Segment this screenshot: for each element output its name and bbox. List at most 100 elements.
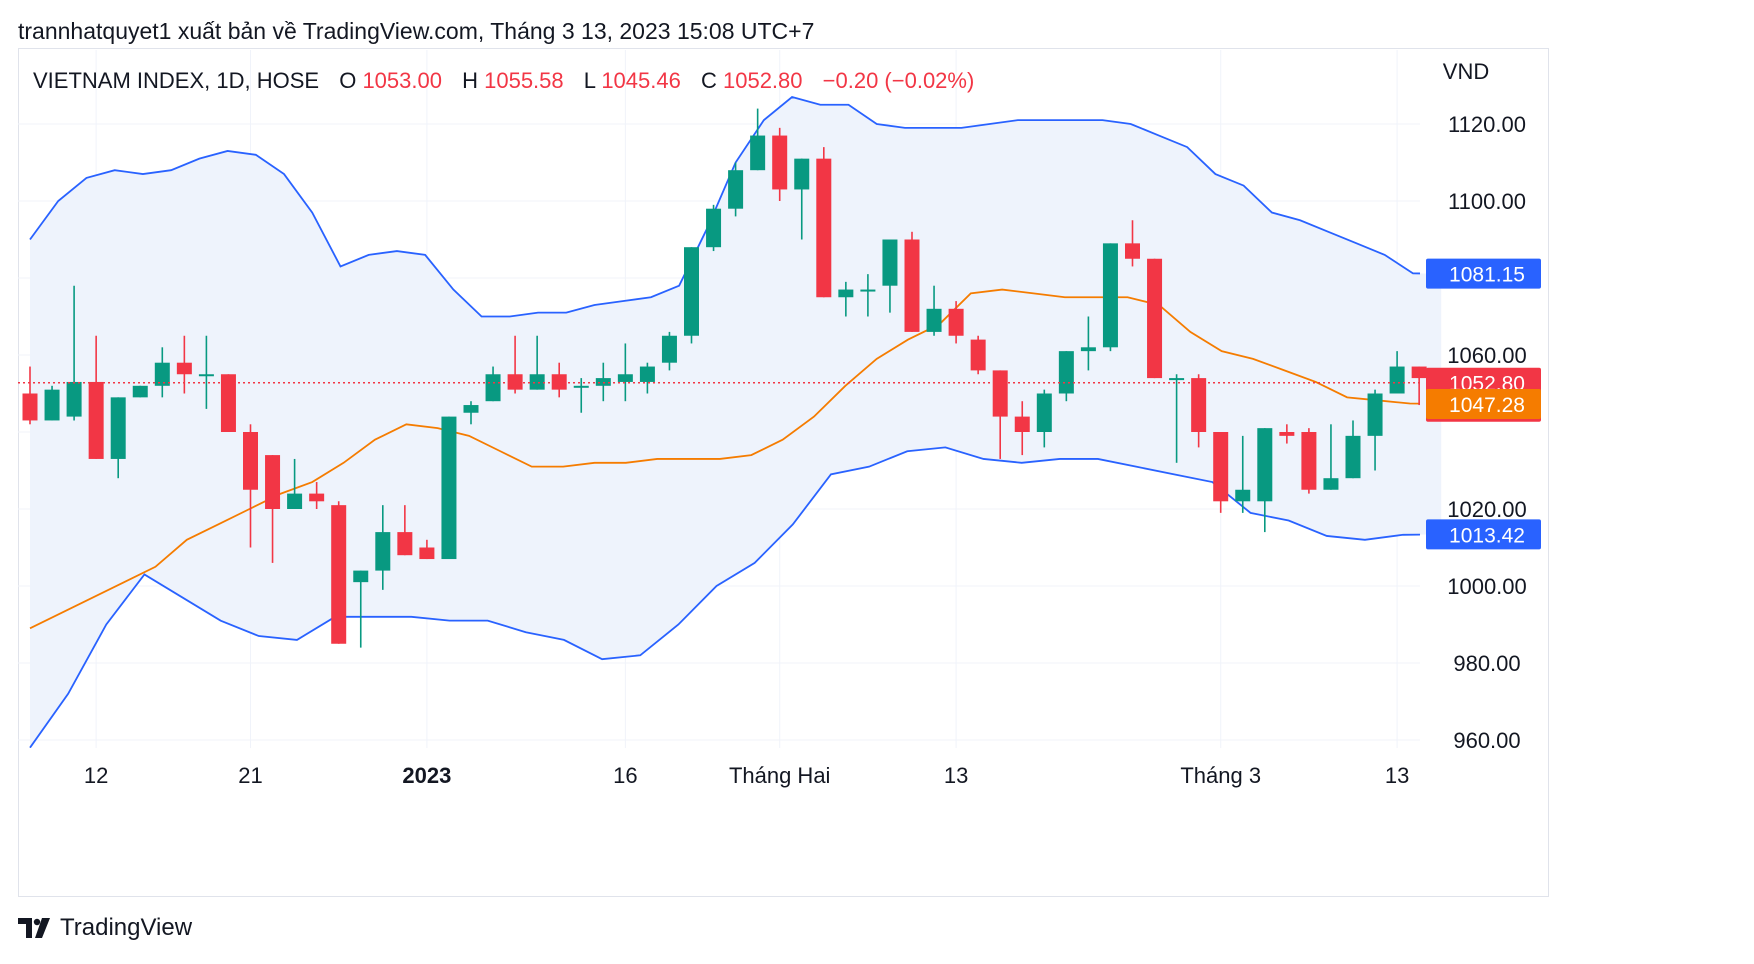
candle-body — [154, 362, 170, 386]
legend-symbol: VIETNAM INDEX, 1D, HOSE — [33, 68, 319, 93]
candle — [573, 378, 589, 413]
candle-body — [507, 374, 523, 390]
candle-body — [1367, 393, 1383, 436]
y-tick-label: 1020.00 — [1447, 497, 1527, 522]
candle — [1058, 351, 1074, 402]
candle-body — [1080, 347, 1096, 352]
x-tick-label: 13 — [944, 763, 968, 788]
candle-body — [684, 247, 699, 336]
candle — [198, 335, 214, 409]
candle — [1102, 243, 1118, 352]
candle — [772, 127, 788, 201]
candle-body — [661, 335, 677, 363]
candle-body — [838, 289, 854, 298]
price-tag: 1013.42 — [1426, 519, 1541, 550]
candle — [1345, 420, 1361, 479]
x-tick-label: 21 — [238, 763, 262, 788]
candle-body — [1191, 378, 1207, 432]
candle — [44, 385, 60, 421]
candle — [661, 331, 677, 371]
legend-close-label: C — [701, 68, 717, 93]
candle-body — [948, 308, 964, 336]
candle-body — [529, 374, 545, 390]
price-tag: 1081.15 — [1426, 258, 1541, 289]
x-tick-label: Tháng Hai — [729, 763, 831, 788]
x-tick-label: 13 — [1385, 763, 1409, 788]
candle — [441, 416, 457, 560]
candle — [132, 385, 148, 398]
candle-body — [419, 547, 435, 560]
chart-frame[interactable] — [18, 48, 1549, 897]
candle-body — [617, 374, 633, 382]
candle — [22, 366, 38, 425]
candle — [463, 401, 479, 425]
candle — [397, 505, 413, 556]
candle — [1257, 428, 1273, 533]
candle-body — [904, 239, 920, 332]
y-tick-label: 1000.00 — [1447, 574, 1527, 599]
candle-body — [110, 397, 126, 459]
candle-body — [1213, 432, 1229, 502]
lower-band-line — [29, 446, 1420, 748]
candle — [419, 539, 435, 560]
candle-body — [816, 158, 832, 298]
x-tick-label: 16 — [613, 763, 637, 788]
candle — [882, 239, 898, 313]
candle-body — [551, 374, 567, 390]
candle-body — [1014, 416, 1030, 432]
candle — [243, 424, 258, 548]
tradingview-logo-icon — [18, 918, 50, 938]
candle-body — [860, 289, 876, 292]
y-tick-label: 1120.00 — [1448, 112, 1526, 137]
candle — [485, 366, 501, 402]
candle — [1036, 389, 1052, 448]
candle — [706, 204, 722, 252]
candle-body — [639, 366, 655, 382]
tradingview-brand-text: TradingView — [60, 914, 193, 941]
publisher-line: trannhatquyet1 xuất bản về TradingView.c… — [18, 18, 815, 44]
candle — [176, 335, 192, 394]
candle — [904, 231, 920, 332]
candle-body — [573, 385, 589, 388]
candle — [617, 343, 633, 402]
legend-close-value: 1052.80 — [723, 68, 803, 93]
candle-body — [176, 362, 192, 375]
candle-body — [1345, 435, 1361, 479]
candle — [860, 274, 876, 317]
candle-body — [970, 339, 986, 371]
candle-body — [1169, 378, 1185, 381]
candle — [728, 162, 744, 217]
candle — [66, 285, 82, 421]
legend-low-value: 1045.46 — [601, 68, 681, 93]
candle-body — [728, 170, 744, 209]
tradingview-brand[interactable]: TradingView — [18, 914, 192, 942]
candle-body — [132, 385, 148, 398]
candle — [1323, 424, 1339, 490]
candle-body — [243, 432, 258, 490]
candle-body — [287, 493, 303, 509]
legend-open-value: 1053.00 — [362, 68, 442, 93]
candle-body — [1125, 243, 1140, 259]
x-tick-label: 12 — [84, 763, 108, 788]
candle-body — [1301, 432, 1317, 490]
candle-body — [22, 393, 38, 421]
candle-body — [1279, 432, 1295, 436]
legend-open-label: O — [339, 68, 356, 93]
axes: 960.00 980.00 1000.00 1020.00 1060.00 1100.00… — [84, 112, 1527, 788]
candle-body — [375, 532, 391, 571]
candle — [970, 335, 986, 375]
candle — [595, 362, 611, 402]
candle — [1191, 374, 1207, 448]
candle — [816, 147, 832, 298]
candle-body — [1147, 258, 1163, 379]
candle — [529, 335, 545, 390]
candle-body — [397, 532, 413, 556]
candle-body — [309, 493, 325, 502]
candle — [926, 285, 942, 336]
candle-body — [992, 370, 1008, 417]
candle — [1279, 424, 1295, 444]
candle — [110, 397, 126, 479]
candle — [265, 455, 281, 563]
candle-body — [706, 208, 722, 248]
